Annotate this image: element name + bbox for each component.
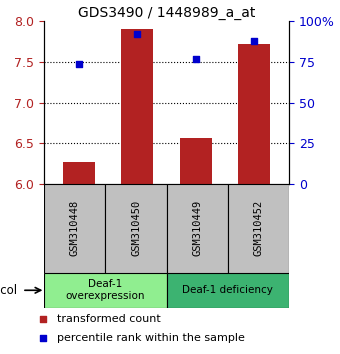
Text: GSM310450: GSM310450 [131, 200, 141, 256]
Text: GSM310448: GSM310448 [70, 200, 80, 256]
Text: transformed count: transformed count [57, 314, 161, 324]
Point [40, 316, 46, 322]
Bar [44, 273, 167, 308]
Bar [63, 162, 95, 184]
Bar [228, 184, 289, 273]
Point [135, 32, 140, 37]
Point [40, 336, 46, 341]
Text: Deaf-1
overexpression: Deaf-1 overexpression [66, 279, 145, 301]
Bar [238, 44, 270, 184]
Bar [44, 184, 105, 273]
Point [251, 38, 257, 44]
Bar [180, 138, 212, 184]
Point [76, 61, 82, 67]
Text: percentile rank within the sample: percentile rank within the sample [57, 333, 245, 343]
Text: protocol: protocol [0, 284, 18, 297]
Bar [167, 184, 228, 273]
Text: GSM310449: GSM310449 [192, 200, 202, 256]
Bar [121, 29, 153, 184]
Title: GDS3490 / 1448989_a_at: GDS3490 / 1448989_a_at [78, 6, 255, 20]
Text: GSM310452: GSM310452 [253, 200, 264, 256]
Bar [105, 184, 167, 273]
Point [193, 56, 199, 62]
Text: Deaf-1 deficiency: Deaf-1 deficiency [182, 285, 273, 295]
Bar [167, 273, 289, 308]
